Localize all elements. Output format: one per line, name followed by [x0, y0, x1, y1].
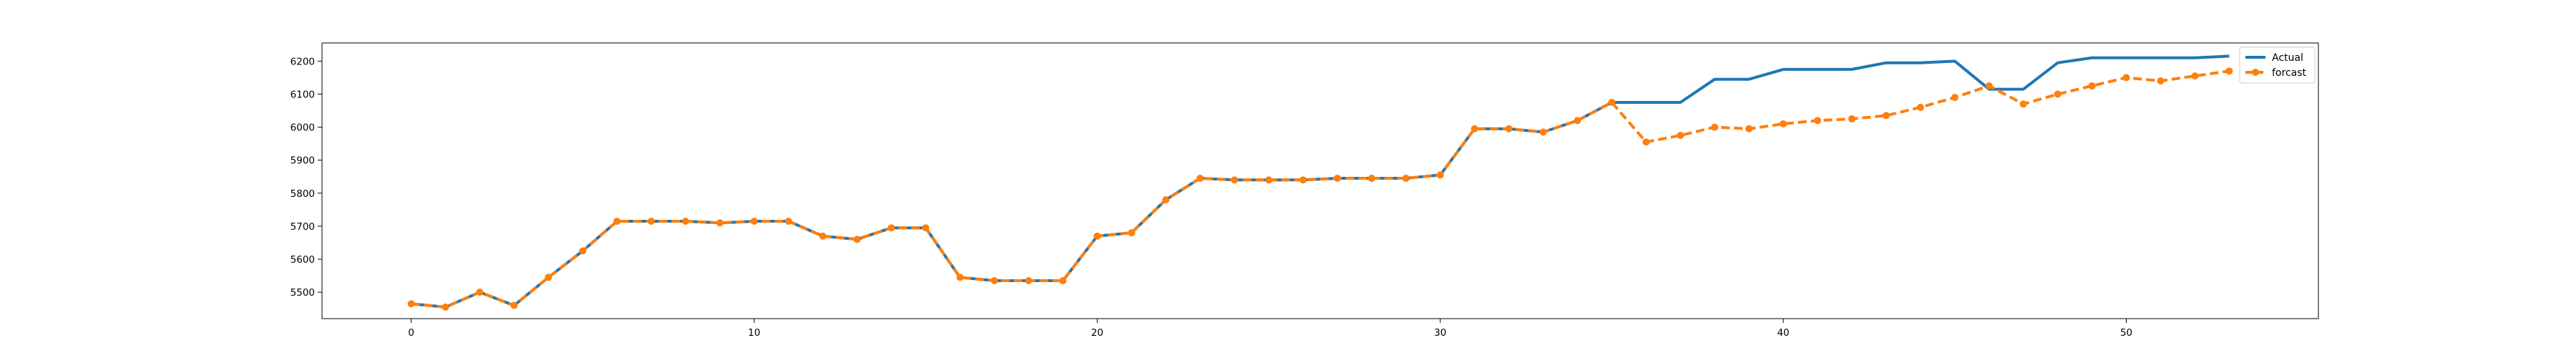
data-point-forcast	[819, 232, 826, 240]
data-point-forcast	[990, 276, 998, 284]
x-tick-label: 20	[1091, 327, 1103, 339]
data-point-forcast	[682, 217, 690, 225]
data-point-forcast	[1402, 175, 1410, 183]
x-tick-label: 0	[408, 327, 414, 339]
data-point-forcast	[1711, 123, 1719, 131]
data-point-forcast	[1505, 125, 1513, 132]
y-tick-label: 6200	[291, 56, 315, 67]
data-point-forcast	[2225, 67, 2233, 75]
legend: Actual forcast	[2239, 47, 2316, 84]
data-point-forcast	[1539, 128, 1547, 136]
data-point-forcast	[613, 217, 621, 225]
data-point-forcast	[1059, 276, 1067, 284]
data-point-forcast	[751, 217, 758, 225]
data-point-forcast	[1265, 176, 1273, 184]
series-line-actual	[411, 54, 2230, 309]
data-point-forcast	[1780, 120, 1787, 127]
data-point-forcast	[1162, 196, 1170, 204]
y-tick-label: 5800	[291, 188, 315, 200]
x-tick-label: 40	[1777, 327, 1790, 339]
data-point-forcast	[1367, 175, 1375, 183]
data-point-forcast	[1025, 276, 1033, 284]
data-point-forcast	[1608, 98, 1616, 106]
y-tick-label: 5500	[291, 287, 315, 299]
y-tick-label: 6100	[291, 89, 315, 100]
x-tick-label: 10	[748, 327, 760, 339]
data-point-forcast	[1196, 175, 1204, 183]
data-point-forcast	[1093, 232, 1101, 240]
y-tick-label: 5900	[291, 155, 315, 167]
data-point-forcast	[1814, 117, 1822, 125]
data-point-forcast	[2122, 74, 2130, 82]
y-tick-label: 5700	[291, 221, 315, 233]
data-point-forcast	[2088, 82, 2096, 90]
data-point-forcast	[1436, 171, 1444, 179]
data-point-forcast	[648, 217, 655, 225]
series-line-forcast	[411, 69, 2230, 309]
data-point-forcast	[2019, 100, 2027, 108]
data-point-forcast	[579, 247, 587, 255]
x-tick-label: 30	[1434, 327, 1446, 339]
data-point-forcast	[1916, 103, 1924, 111]
data-point-forcast	[956, 274, 964, 281]
data-point-forcast	[1677, 132, 1684, 140]
data-point-forcast	[476, 289, 484, 296]
data-point-forcast	[1470, 125, 1478, 132]
plot-lines	[407, 54, 2233, 311]
data-point-forcast	[784, 217, 792, 225]
data-point-forcast	[1128, 229, 1136, 237]
data-point-forcast	[853, 236, 861, 243]
data-point-forcast	[1231, 176, 1239, 184]
data-point-forcast	[922, 224, 930, 232]
data-point-forcast	[1299, 176, 1307, 184]
legend-label-actual: Actual	[2272, 52, 2303, 64]
legend-marker-forcast	[2252, 69, 2259, 76]
y-tick-label: 5600	[291, 254, 315, 266]
data-point-forcast	[1848, 115, 1856, 123]
plot-frame	[321, 42, 2319, 319]
y-tick-label: 6000	[291, 122, 315, 134]
data-point-forcast	[716, 219, 724, 227]
data-point-forcast	[1333, 175, 1341, 183]
data-point-forcast	[1882, 112, 1890, 120]
data-point-forcast	[1574, 117, 1581, 125]
data-point-forcast	[2054, 90, 2062, 98]
data-point-forcast	[510, 301, 518, 309]
data-point-forcast	[545, 274, 552, 281]
data-point-forcast	[2157, 77, 2165, 85]
data-point-forcast	[1951, 94, 1958, 102]
x-tick-label: 50	[2120, 327, 2132, 339]
data-point-forcast	[2191, 72, 2199, 80]
data-point-forcast	[1985, 82, 1993, 90]
data-point-forcast	[887, 224, 895, 232]
data-point-forcast	[1745, 125, 1753, 132]
legend-label-forcast: forcast	[2272, 67, 2307, 79]
data-point-forcast	[1642, 138, 1650, 146]
x-axis: 0 10 20 30 40 50	[408, 319, 2132, 339]
data-point-forcast	[441, 303, 449, 311]
data-point-forcast	[407, 300, 415, 308]
y-axis: 5500 5600 5700 5800 5900 6000 6100 6200	[291, 56, 322, 299]
